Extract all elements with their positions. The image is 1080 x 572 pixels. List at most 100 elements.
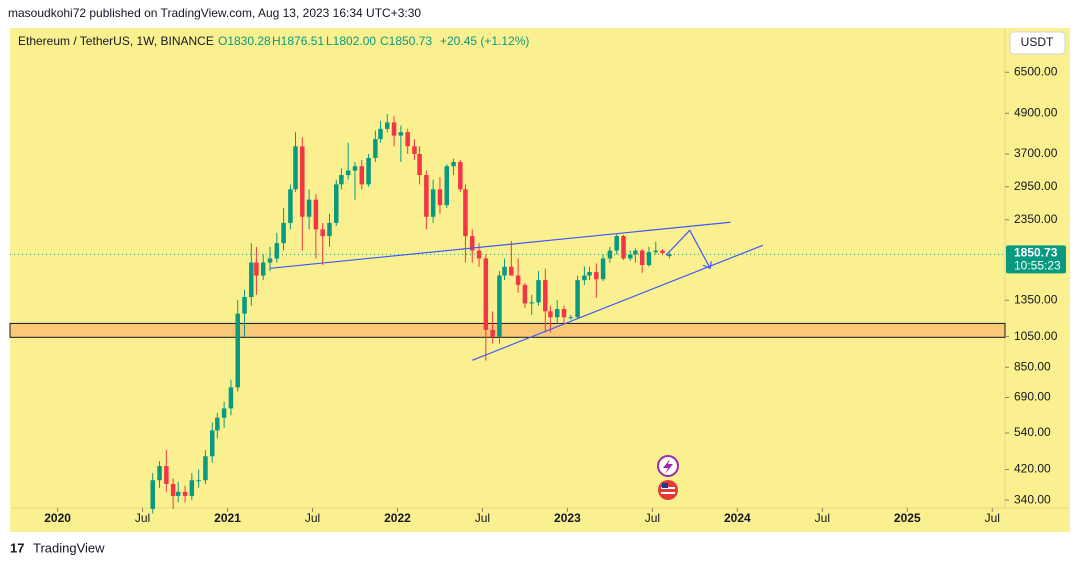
last-price-label: 1850.73 xyxy=(1014,246,1058,260)
candle-body xyxy=(469,236,475,251)
x-tick-label: Jul xyxy=(645,511,660,525)
x-tick-label: Jul xyxy=(305,511,320,525)
candle-body xyxy=(352,166,358,171)
candle-body xyxy=(497,275,502,337)
candle-body xyxy=(417,153,422,176)
candle-body xyxy=(646,252,652,266)
x-tick-label: Jul xyxy=(815,511,830,525)
y-tick-label: 690.00 xyxy=(1014,390,1051,404)
candle-body xyxy=(320,229,325,237)
candle-body xyxy=(660,250,665,253)
candle-body xyxy=(594,271,599,280)
candle-body xyxy=(242,296,247,314)
candle-body xyxy=(293,146,298,190)
x-tick-label: 2021 xyxy=(214,511,241,525)
candle-body xyxy=(189,480,195,496)
candle-body xyxy=(509,266,514,276)
candle-body xyxy=(568,317,574,319)
y-tick-label: 420.00 xyxy=(1014,462,1051,476)
candle-body xyxy=(249,262,254,297)
trend-line xyxy=(665,229,711,269)
candle-body xyxy=(228,387,234,409)
y-tick-label: 1350.00 xyxy=(1014,292,1058,306)
y-tick-label: 2350.00 xyxy=(1014,212,1058,226)
candle-body xyxy=(607,250,613,259)
candle-body xyxy=(667,254,672,257)
candle-body xyxy=(306,199,312,217)
candle-body xyxy=(175,491,181,496)
candle-body xyxy=(543,280,548,312)
candle-body xyxy=(391,122,397,136)
y-tick-label: 3700.00 xyxy=(1014,146,1058,160)
candle-body xyxy=(554,309,560,318)
candle-body xyxy=(515,275,521,285)
candle-body xyxy=(437,189,443,206)
candle-body xyxy=(215,417,220,431)
candle-body xyxy=(412,146,417,154)
ohlc-value: L1802.00 xyxy=(326,34,376,48)
candle-body xyxy=(587,271,592,276)
candle-body xyxy=(274,243,280,259)
candle-body xyxy=(463,189,468,237)
y-tick-label: 850.00 xyxy=(1014,359,1051,373)
candle-body xyxy=(385,122,390,129)
candle-body xyxy=(373,139,378,158)
candle-body xyxy=(209,430,215,457)
candle-body xyxy=(334,184,339,223)
candle-body xyxy=(300,146,305,217)
candle-body xyxy=(502,266,507,276)
candle-body xyxy=(366,157,371,185)
y-tick-label: 2950.00 xyxy=(1014,179,1058,193)
x-tick-label: 2022 xyxy=(384,511,411,525)
candle-body xyxy=(203,456,208,481)
symbol: Ethereum / TetherUS, 1W, BINANCE xyxy=(18,34,214,48)
candle-body xyxy=(150,480,155,509)
chart-background xyxy=(10,28,1070,532)
candle-body xyxy=(483,258,489,330)
y-tick-label: 340.00 xyxy=(1014,492,1051,506)
currency-button[interactable] xyxy=(1009,31,1066,55)
candle-body xyxy=(639,250,645,266)
candle-body xyxy=(254,262,259,276)
candle-body xyxy=(548,311,553,318)
candle-body xyxy=(235,313,240,388)
y-tick-label: 540.00 xyxy=(1014,425,1051,439)
change: +20.45 (+1.12%) xyxy=(440,34,529,48)
y-tick-label: 1050.00 xyxy=(1014,329,1058,343)
candle-body xyxy=(633,250,638,255)
x-tick-label: 2025 xyxy=(894,511,921,525)
x-tick-label: 2024 xyxy=(724,511,751,525)
icon-flag xyxy=(658,480,678,500)
candle-body xyxy=(536,280,541,303)
support-zone xyxy=(9,322,1006,338)
ohlc-value: C1850.73 xyxy=(380,34,432,48)
candle-body xyxy=(529,302,534,304)
ohlc-value: H1876.51 xyxy=(272,34,324,48)
candle-body xyxy=(398,132,404,136)
candle-body xyxy=(621,236,626,259)
candle-body xyxy=(653,250,659,253)
candle-body xyxy=(345,170,351,176)
x-tick-label: Jul xyxy=(135,511,150,525)
y-tick-label: 4900.00 xyxy=(1014,105,1058,119)
candle-body xyxy=(281,222,286,244)
candle-body xyxy=(313,199,319,230)
arrow-head xyxy=(702,261,712,270)
candle-body xyxy=(196,480,201,482)
candle-body xyxy=(458,162,463,190)
candle-body xyxy=(600,258,606,280)
candle-body xyxy=(157,466,162,481)
candle-body xyxy=(575,280,580,318)
candle-body xyxy=(327,222,332,237)
x-tick-label: Jul xyxy=(475,511,490,525)
candle-body xyxy=(476,250,482,259)
x-tick-label: 2023 xyxy=(554,511,581,525)
currency[interactable]: USDT xyxy=(1021,35,1054,49)
candle-body xyxy=(182,491,188,496)
candle-body xyxy=(444,166,449,206)
candle-body xyxy=(522,284,528,304)
trend-line xyxy=(472,244,764,361)
candle-body xyxy=(405,132,410,147)
candle-body xyxy=(451,162,456,167)
candle-body xyxy=(164,466,169,484)
